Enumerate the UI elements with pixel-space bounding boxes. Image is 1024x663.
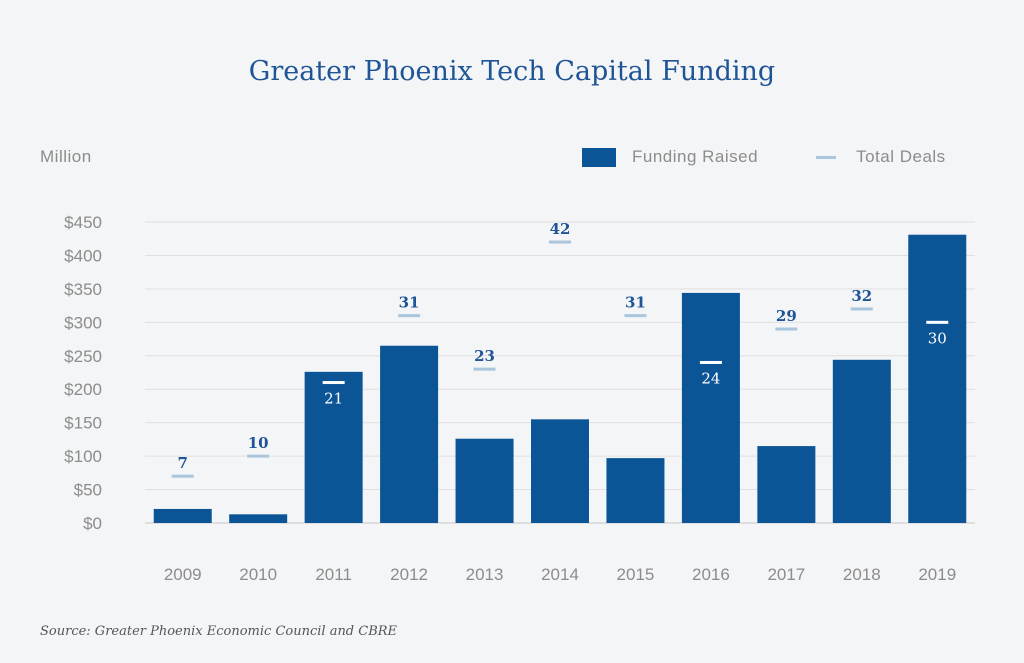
marker-deals-2019 bbox=[926, 320, 949, 324]
y-tick-label: $400 bbox=[64, 246, 102, 265]
bar-funding-2018 bbox=[832, 359, 891, 523]
data-label-deals-2018: 32 bbox=[851, 287, 872, 305]
data-label-deals-2013: 23 bbox=[474, 347, 495, 365]
bar-funding-2011 bbox=[304, 371, 363, 523]
marker-deals-2012 bbox=[398, 314, 421, 318]
bar-funding-2016 bbox=[681, 292, 740, 523]
y-tick-label: $150 bbox=[64, 414, 102, 433]
bar-funding-2017 bbox=[757, 446, 816, 523]
marker-deals-2015 bbox=[624, 314, 647, 318]
bar-funding-2013 bbox=[455, 438, 514, 523]
x-tick-label: 2010 bbox=[239, 565, 277, 584]
y-tick-label: $0 bbox=[83, 514, 102, 533]
marker-deals-2014 bbox=[549, 240, 571, 244]
x-tick-label: 2017 bbox=[767, 565, 805, 584]
x-tick-label: 2013 bbox=[466, 565, 504, 584]
y-axis-unit-label: Million bbox=[40, 147, 92, 166]
y-tick-label: $250 bbox=[64, 347, 102, 366]
marker-deals-2009 bbox=[171, 474, 194, 478]
legend-label-deals: Total Deals bbox=[856, 147, 946, 166]
y-tick-label: $200 bbox=[64, 380, 102, 399]
y-tick-label: $450 bbox=[64, 213, 102, 232]
legend-swatch-deals bbox=[816, 155, 837, 159]
x-tick-label: 2015 bbox=[617, 565, 655, 584]
marker-deals-2017 bbox=[775, 327, 798, 331]
data-label-deals-2010: 10 bbox=[248, 434, 269, 452]
chart-title: Greater Phoenix Tech Capital Funding bbox=[248, 56, 776, 87]
x-tick-label: 2019 bbox=[918, 565, 956, 584]
source-note: Source: Greater Phoenix Economic Council… bbox=[40, 624, 398, 639]
bar-funding-2009 bbox=[153, 508, 212, 523]
data-label-deals-2014: 42 bbox=[550, 220, 571, 238]
bar-funding-2019 bbox=[908, 234, 967, 523]
x-tick-label: 2011 bbox=[315, 565, 352, 584]
marker-deals-2010 bbox=[247, 454, 270, 458]
x-tick-label: 2009 bbox=[164, 565, 202, 584]
bar-funding-2015 bbox=[606, 458, 665, 523]
bar-funding-2010 bbox=[229, 514, 288, 523]
x-tick-label: 2018 bbox=[843, 565, 881, 584]
y-tick-label: $50 bbox=[74, 481, 102, 500]
data-label-deals-2019: 30 bbox=[928, 329, 947, 347]
legend: Funding Raised Total Deals bbox=[582, 147, 946, 167]
bar-funding-2014 bbox=[531, 419, 589, 523]
data-label-deals-2015: 31 bbox=[625, 294, 646, 312]
y-tick-label: $100 bbox=[64, 447, 102, 466]
data-label-deals-2017: 29 bbox=[776, 307, 797, 325]
marker-deals-2011 bbox=[322, 381, 345, 385]
x-tick-label: 2014 bbox=[541, 565, 579, 584]
x-tick-label: 2016 bbox=[692, 565, 730, 584]
data-label-deals-2016: 24 bbox=[701, 369, 720, 387]
data-label-deals-2011: 21 bbox=[324, 390, 343, 408]
marker-deals-2016 bbox=[699, 360, 722, 364]
data-label-deals-2009: 7 bbox=[178, 454, 188, 472]
legend-swatch-funding bbox=[582, 147, 616, 167]
y-tick-label: $300 bbox=[64, 313, 102, 332]
legend-label-funding: Funding Raised bbox=[632, 147, 759, 166]
x-tick-label: 2012 bbox=[390, 565, 428, 584]
marker-deals-2013 bbox=[473, 367, 496, 371]
data-label-deals-2012: 31 bbox=[399, 294, 420, 312]
marker-deals-2018 bbox=[850, 307, 873, 311]
y-tick-label: $350 bbox=[64, 280, 102, 299]
bar-funding-2012 bbox=[380, 345, 439, 523]
